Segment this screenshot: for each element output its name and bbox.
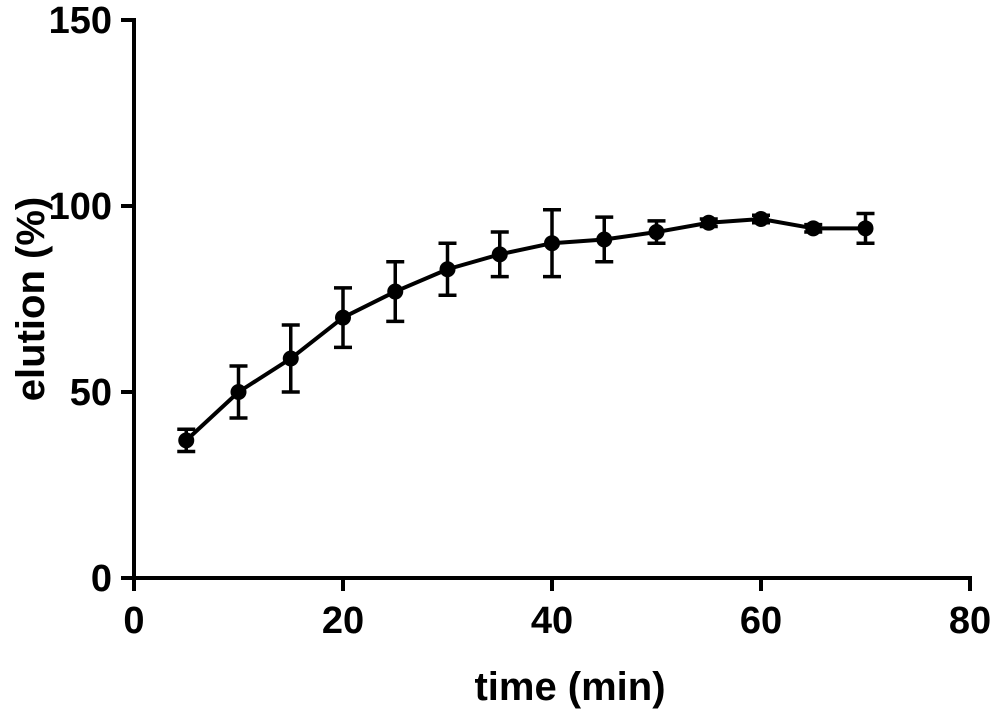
data-point <box>753 211 769 228</box>
data-point <box>282 350 299 367</box>
x-tick-label: 80 <box>949 600 991 642</box>
data-point <box>335 309 351 326</box>
x-tick-label: 40 <box>531 600 573 642</box>
data-point <box>491 246 508 263</box>
data-point <box>700 214 717 231</box>
y-tick-label: 150 <box>49 0 112 42</box>
data-point <box>857 220 874 237</box>
x-axis-label: time (min) <box>474 665 665 709</box>
series-line <box>184 217 866 442</box>
y-axis-label: elution (%) <box>9 197 53 401</box>
data-point <box>387 283 404 300</box>
x-tick-label: 60 <box>740 600 782 642</box>
plot-area <box>177 207 875 454</box>
data-point <box>596 231 613 248</box>
data-point <box>648 224 665 241</box>
axes <box>132 18 972 580</box>
data-point <box>230 384 247 400</box>
x-ticks: 0 20 40 60 80 <box>123 578 991 642</box>
data-point <box>805 220 822 237</box>
x-tick-label: 0 <box>123 600 144 642</box>
data-point <box>544 235 560 252</box>
y-tick-label: 50 <box>70 372 112 414</box>
data-point <box>439 261 456 278</box>
data-point <box>178 432 195 449</box>
x-tick-label: 20 <box>322 600 364 642</box>
y-tick-label: 100 <box>49 186 112 228</box>
y-ticks: 0 50 100 150 <box>49 0 134 600</box>
y-tick-label: 0 <box>91 558 112 600</box>
